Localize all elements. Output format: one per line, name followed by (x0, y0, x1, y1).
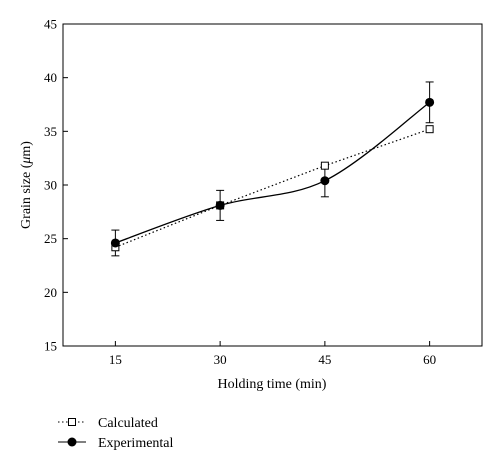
calculated-point-60 (425, 125, 434, 134)
legend-entry-calculated: Calculated (58, 416, 158, 431)
y-axis-label: Grain size (μm) (19, 141, 34, 229)
calculated-point-45 (320, 161, 329, 170)
legend-entry-experimental: Experimental (58, 436, 174, 451)
legend-experimental-marker (67, 437, 77, 447)
experimental-point-60 (425, 97, 435, 107)
y-tick-label-35: 35 (44, 124, 57, 139)
y-tick-label-20: 20 (44, 285, 57, 300)
series-experimental-line (115, 101, 431, 244)
x-axis-label: Holding time (min) (218, 377, 327, 392)
legend-experimental-label: Experimental (98, 436, 174, 451)
series-lines (115, 101, 431, 248)
y-tick-label-45: 45 (44, 17, 57, 32)
experimental-point-30 (215, 200, 225, 210)
legend-calculated-label: Calculated (98, 416, 158, 431)
y-axis: 15 20 25 30 35 40 45 (44, 17, 68, 354)
x-tick-label-15: 15 (109, 352, 122, 367)
experimental-point-15 (110, 238, 120, 248)
x-axis: 15 30 45 60 (109, 341, 436, 367)
y-tick-label-25: 25 (44, 231, 57, 246)
x-tick-label-60: 60 (423, 352, 436, 367)
experimental-point-45 (320, 176, 330, 186)
y-axis-label-prefix: Grain size ( (19, 163, 34, 229)
x-tick-label-45: 45 (318, 352, 331, 367)
x-tick-label-30: 30 (214, 352, 227, 367)
y-axis-label-mu: μ (19, 157, 34, 165)
legend: Calculated Experimental (58, 416, 174, 451)
error-bars (111, 81, 434, 257)
series-calculated-line (115, 128, 430, 248)
y-axis-label-suffix: m) (19, 141, 34, 157)
y-tick-label-30: 30 (44, 178, 57, 193)
legend-calculated-marker (68, 418, 76, 426)
y-tick-label-40: 40 (44, 70, 57, 85)
data-markers (110, 97, 435, 252)
y-tick-label-15: 15 (44, 339, 57, 354)
